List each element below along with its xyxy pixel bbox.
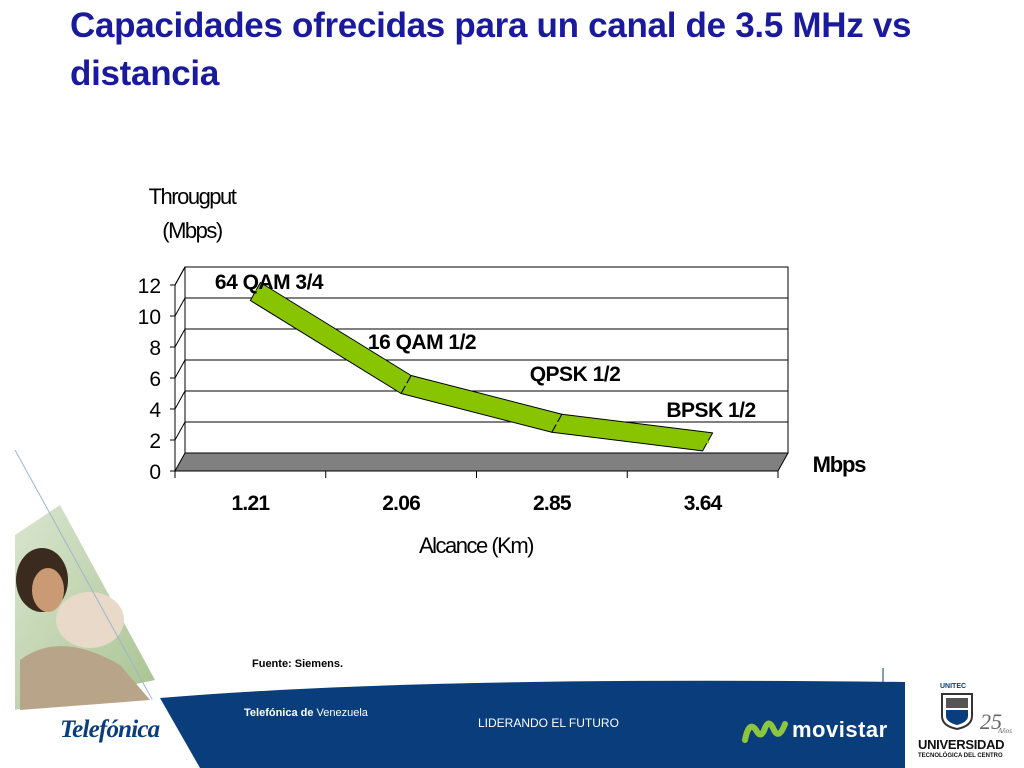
- y-tick-label: 0: [149, 461, 161, 484]
- throughput-chart: Througput (Mbps) 0 2 4 6 8 10 12 1.21 2.06 2.85 3.…: [138, 184, 868, 558]
- anniversary-years: 25: [980, 709, 1002, 734]
- university-name: UNIVERSIDAD: [918, 737, 1005, 752]
- movistar-m-icon: [742, 720, 788, 743]
- data-label: BPSK 1/2: [666, 399, 755, 422]
- source-note: Fuente: Siemens.: [252, 658, 344, 670]
- y-tick-label: 8: [149, 337, 161, 360]
- data-point: [706, 440, 710, 444]
- y-tick-label: 10: [138, 306, 161, 329]
- unitec-logo: UNITEC 25 Años UNIVERSIDAD TECNOLÓGICA D…: [914, 683, 1022, 768]
- data-label: 16 QAM 1/2: [368, 331, 476, 354]
- x-tick-label: 3.64: [684, 492, 723, 515]
- unit-label: Mbps: [813, 452, 867, 477]
- x-axis-title: Alcance (Km): [419, 533, 533, 558]
- y-axis-title-line: (Mbps): [162, 218, 222, 243]
- data-point: [253, 290, 257, 293]
- y-tick-label: 12: [138, 275, 161, 298]
- footer-company: Telefónica de Venezuela: [244, 707, 368, 719]
- photo-collage: [14, 450, 181, 750]
- gridline-side: [174, 421, 186, 441]
- footer-slogan: LIDERANDO EL FUTURO: [478, 716, 619, 730]
- y-tick-label: 4: [149, 399, 161, 422]
- anniversary-word: Años: [998, 727, 1012, 735]
- university-subtitle: TECNOLÓGICA DEL CENTRO: [918, 753, 1003, 759]
- gridline-side: [174, 390, 186, 410]
- telefonica-logo: Telefónica: [60, 716, 160, 743]
- data-point: [555, 421, 559, 425]
- x-tick-label: 2.85: [533, 492, 572, 515]
- y-tick-label: 2: [149, 430, 161, 453]
- x-tick-label: 2.06: [382, 492, 420, 515]
- plot-floor: [174, 452, 789, 472]
- x-tick-label: 1.21: [232, 492, 271, 515]
- unitec-badge: UNITEC: [940, 683, 967, 690]
- slide-title: Capacidades ofrecidas para un canal de 3…: [70, 6, 912, 93]
- data-label: 64 QAM 3/4: [215, 271, 324, 294]
- gridline-side: [174, 266, 186, 286]
- shield-icon: [941, 693, 973, 730]
- y-tick-label: 6: [149, 368, 161, 391]
- gridline-side: [174, 297, 186, 317]
- footer-band: [0, 668, 905, 768]
- series-segment: [551, 413, 714, 452]
- gridline-side: [174, 328, 186, 348]
- data-label: QPSK 1/2: [530, 363, 621, 386]
- y-axis-title-line: Througput: [149, 184, 237, 209]
- data-point: [404, 383, 408, 386]
- gridline-side: [174, 359, 186, 379]
